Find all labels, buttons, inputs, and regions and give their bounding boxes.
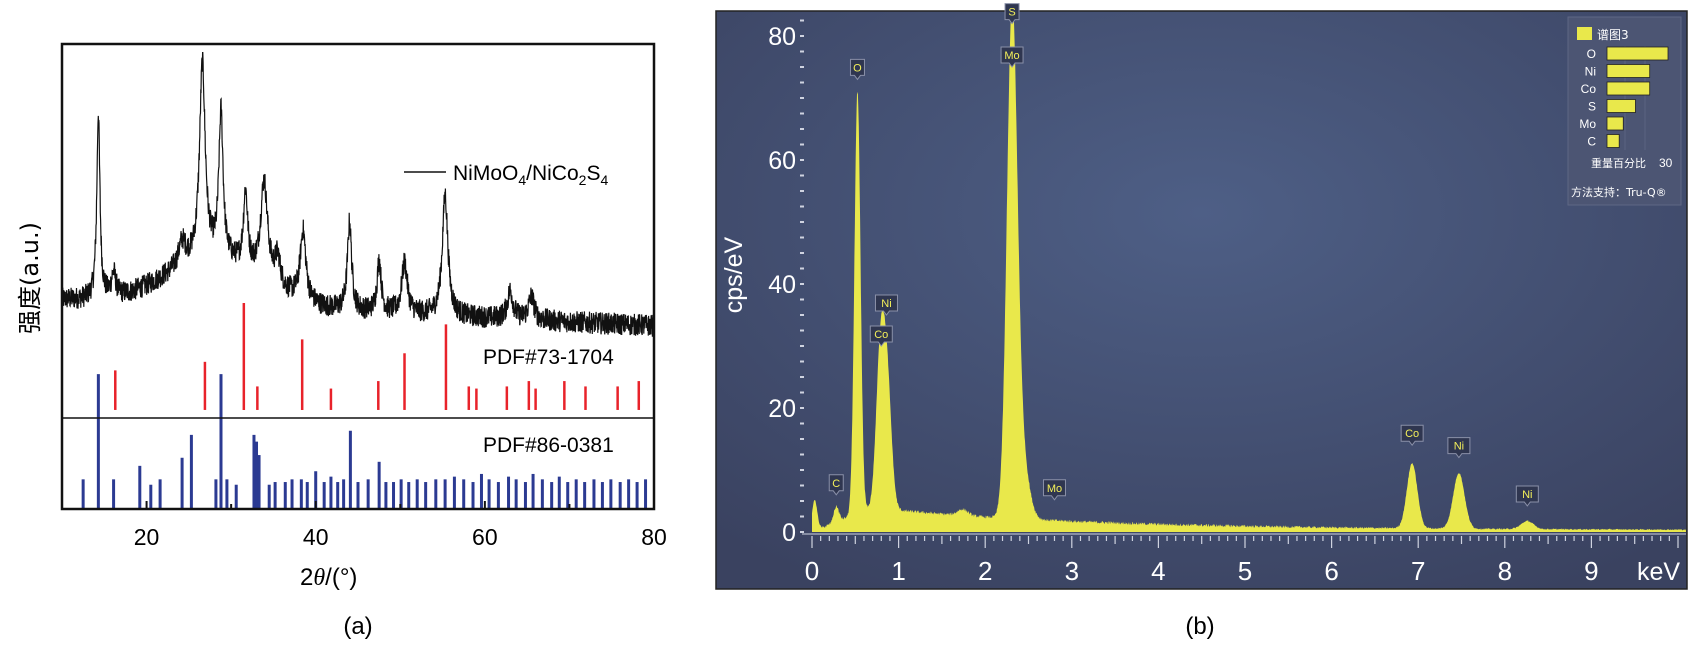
x-tick-label: 60	[472, 524, 498, 550]
x-axis-unit: keV	[1637, 558, 1680, 586]
inset-title: 谱图3	[1597, 28, 1629, 42]
inset-bar-ni	[1606, 64, 1651, 78]
y-axis-label: cps/eV	[720, 236, 748, 313]
inset-axis-label: 重量百分比	[1591, 156, 1646, 170]
peak-label-text: Co	[874, 329, 888, 341]
inset-bar-mo	[1606, 116, 1624, 131]
peak-label-co: Co	[1400, 424, 1424, 447]
x-tick-label: 20	[134, 524, 160, 550]
peak-label-co: Co	[869, 325, 893, 347]
peak-label-ni: Ni	[1515, 485, 1539, 507]
peak-label-box	[1042, 479, 1066, 501]
x-tick-label: 3	[1065, 556, 1079, 586]
x-axis-label: 2θ/(°)	[300, 564, 357, 591]
y-tick-label: 80	[768, 23, 796, 51]
peak-label-o: O	[849, 58, 865, 81]
inset-element-label: Co	[1581, 82, 1597, 96]
x-tick-label: 6	[1324, 556, 1338, 586]
peak-label-box	[1400, 424, 1424, 447]
y-tick-label: 60	[768, 147, 796, 175]
x-tick-label: 9	[1584, 556, 1598, 586]
peak-label-ni: Ni	[1447, 437, 1471, 459]
xrd-plot-frame	[60, 42, 656, 511]
panel-label-a: (a)	[343, 613, 372, 640]
y-tick-label: 20	[768, 395, 796, 423]
x-tick-label: 80	[641, 524, 667, 550]
inset-bar-co	[1606, 81, 1651, 96]
reference-label-86-0381: PDF#86-0381	[483, 434, 614, 457]
legend-label: NiMoO4/NiCo2S4	[453, 162, 608, 188]
peak-label-text: Mo	[1047, 483, 1062, 495]
inset-bar-o	[1606, 46, 1669, 61]
peak-label-box	[869, 325, 893, 347]
x-tick-label: 0	[805, 556, 819, 586]
eds-legend-inset: 谱图3 O Ni Co S Mo C 重量百分比 30 方法支持：Tru-Q®	[1567, 16, 1682, 206]
peak-label-text: Mo	[1004, 50, 1019, 62]
x-tick-label: 5	[1238, 556, 1252, 586]
peak-label-text: S	[1008, 7, 1015, 19]
inset-bar-c	[1606, 134, 1620, 148]
reference-label-73-1704: PDF#73-1704	[483, 346, 614, 369]
y-tick-label: 0	[782, 519, 796, 547]
inset-bar-s	[1606, 99, 1636, 113]
inset-axis-max: 30	[1659, 156, 1673, 170]
inset-element-label: Mo	[1579, 117, 1596, 131]
inset-element-label: O	[1587, 47, 1596, 61]
peak-label-mo: Mo	[1042, 479, 1066, 501]
peak-label-text: Ni	[1522, 489, 1532, 501]
spectrum-swatch	[1577, 27, 1592, 40]
x-tick-label: 7	[1411, 556, 1425, 586]
peak-label-box	[849, 58, 865, 81]
peak-label-text: Ni	[881, 298, 891, 310]
x-tick-label: 4	[1151, 556, 1165, 586]
x-tick-label: 2	[978, 556, 992, 586]
peak-label-mo: Mo	[1000, 46, 1024, 68]
peak-label-box	[1515, 485, 1539, 507]
inset-element-label: Ni	[1585, 65, 1596, 79]
peak-label-text: Co	[1405, 428, 1419, 440]
x-tick-label: 8	[1498, 556, 1512, 586]
xrd-panel: 20 40 60 80 NiMoO4/NiCo2S4 PDF#73-1704 PDF#…	[16, 42, 667, 640]
peak-label-box	[1000, 46, 1024, 68]
y-tick-label: 40	[768, 271, 796, 299]
peak-label-box	[874, 294, 898, 316]
peak-label-text: Ni	[1454, 441, 1464, 453]
eds-panel: 0 1 2 3 4 5 6 7 8 9 0 20 40 60 80 S Mo O Ni Co C Mo Co Ni Ni cp…	[715, 3, 1688, 640]
inset-footer: 方法支持：Tru-Q®	[1571, 185, 1667, 199]
y-axis-label: 强度(a.u.)	[16, 222, 44, 334]
inset-element-label: C	[1587, 135, 1596, 149]
x-tick-label: 1	[891, 556, 905, 586]
peak-label-box	[1447, 437, 1471, 459]
x-tick-label: 40	[303, 524, 329, 550]
peak-label-box	[828, 474, 844, 496]
inset-element-label: S	[1588, 100, 1596, 114]
peak-label-box	[1004, 3, 1020, 25]
peak-label-s: S	[1004, 3, 1020, 25]
peak-label-text: O	[853, 62, 862, 74]
peak-label-text: C	[832, 478, 840, 490]
xrd-pattern-line	[61, 52, 655, 337]
peak-label-c: C	[828, 474, 844, 496]
peak-label-ni: Ni	[874, 294, 898, 316]
panel-label-b: (b)	[1185, 613, 1214, 640]
